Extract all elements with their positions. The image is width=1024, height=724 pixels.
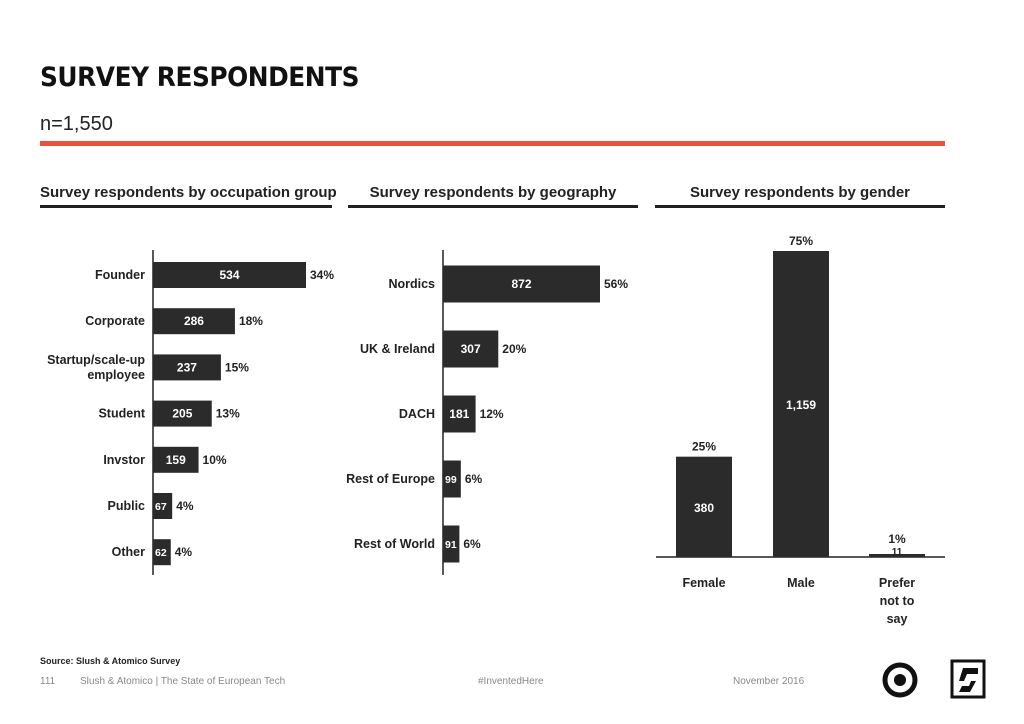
category-label: Invstor [103, 453, 145, 467]
publication-name: Slush & Atomico | The State of European … [80, 676, 286, 687]
report-date: November 2016 [733, 676, 805, 687]
value-label: 62 [155, 547, 167, 559]
value-label: 99 [445, 474, 457, 486]
gender-chart-rule [655, 205, 945, 208]
percent-label: 6% [463, 537, 481, 551]
bar [153, 308, 235, 335]
value-label: 205 [172, 407, 192, 421]
category-label: Public [107, 499, 145, 513]
category-label: Student [98, 407, 145, 421]
value-label: 1,159 [786, 398, 816, 412]
bar [676, 456, 732, 557]
value-label: 380 [694, 501, 714, 515]
percent-label: 13% [216, 407, 240, 421]
percent-label: 12% [480, 407, 504, 421]
category-label: Male [787, 576, 815, 590]
value-label: 67 [155, 501, 167, 513]
bar [443, 395, 476, 433]
percent-label: 75% [789, 234, 813, 248]
category-label: Other [112, 545, 145, 559]
category-label: Rest of World [354, 537, 435, 551]
geography-chart-title: Survey respondents by geography [369, 184, 617, 201]
bar [869, 554, 925, 557]
bar [153, 493, 173, 519]
bar [153, 446, 199, 473]
bar [153, 539, 171, 566]
value-label: 91 [445, 539, 457, 551]
accent-rule [40, 141, 945, 146]
category-label: Corporate [85, 314, 145, 328]
bar [443, 265, 600, 303]
percent-label: 34% [310, 268, 334, 282]
value-label: 534 [219, 268, 239, 282]
bar [153, 400, 212, 427]
percent-label: 25% [692, 440, 716, 454]
percent-label: 15% [225, 360, 249, 374]
value-label: 237 [177, 360, 197, 374]
percent-label: 1% [888, 532, 906, 546]
source-note: Source: Slush & Atomico Survey [40, 656, 181, 666]
occupation-chart-rule [40, 205, 332, 208]
atomico-logo-icon [882, 662, 918, 698]
hashtag: #InventedHere [478, 676, 544, 687]
bar [443, 525, 460, 563]
value-label: 872 [511, 277, 531, 291]
category-label: Startup/scale-up employee [47, 353, 145, 382]
category-label: DACH [399, 407, 435, 421]
value-label: 159 [166, 453, 186, 467]
bar [153, 354, 221, 381]
bar [153, 262, 306, 288]
percent-label: 4% [176, 499, 194, 513]
category-label: Prefer not to say [879, 576, 915, 626]
category-label: Female [682, 576, 725, 590]
occupation-chart-title: Survey respondents by occupation group [40, 184, 337, 201]
percent-label: 56% [604, 277, 628, 291]
percent-label: 10% [203, 453, 227, 467]
category-label: Founder [95, 268, 145, 282]
value-label: 307 [461, 342, 481, 356]
category-label: Rest of Europe [346, 472, 435, 486]
sample-size: n=1,550 [40, 113, 113, 135]
geography-chart-rule [348, 205, 638, 208]
percent-label: 18% [239, 314, 263, 328]
value-label: 181 [449, 407, 469, 421]
page-number: 111 [40, 676, 56, 687]
value-label: 11 [892, 547, 903, 558]
category-label: UK & Ireland [360, 342, 435, 356]
value-label: 286 [184, 314, 204, 328]
percent-label: 20% [502, 342, 526, 356]
bar [443, 330, 499, 368]
gender-chart-title: Survey respondents by gender [689, 184, 911, 201]
percent-label: 6% [465, 472, 483, 486]
bar [773, 251, 829, 557]
bar [443, 460, 461, 498]
page-title: SURVEY RESPONDENTS [40, 62, 360, 93]
percent-label: 4% [175, 545, 193, 559]
category-label: Nordics [388, 277, 435, 291]
slush-logo-icon [950, 659, 986, 699]
